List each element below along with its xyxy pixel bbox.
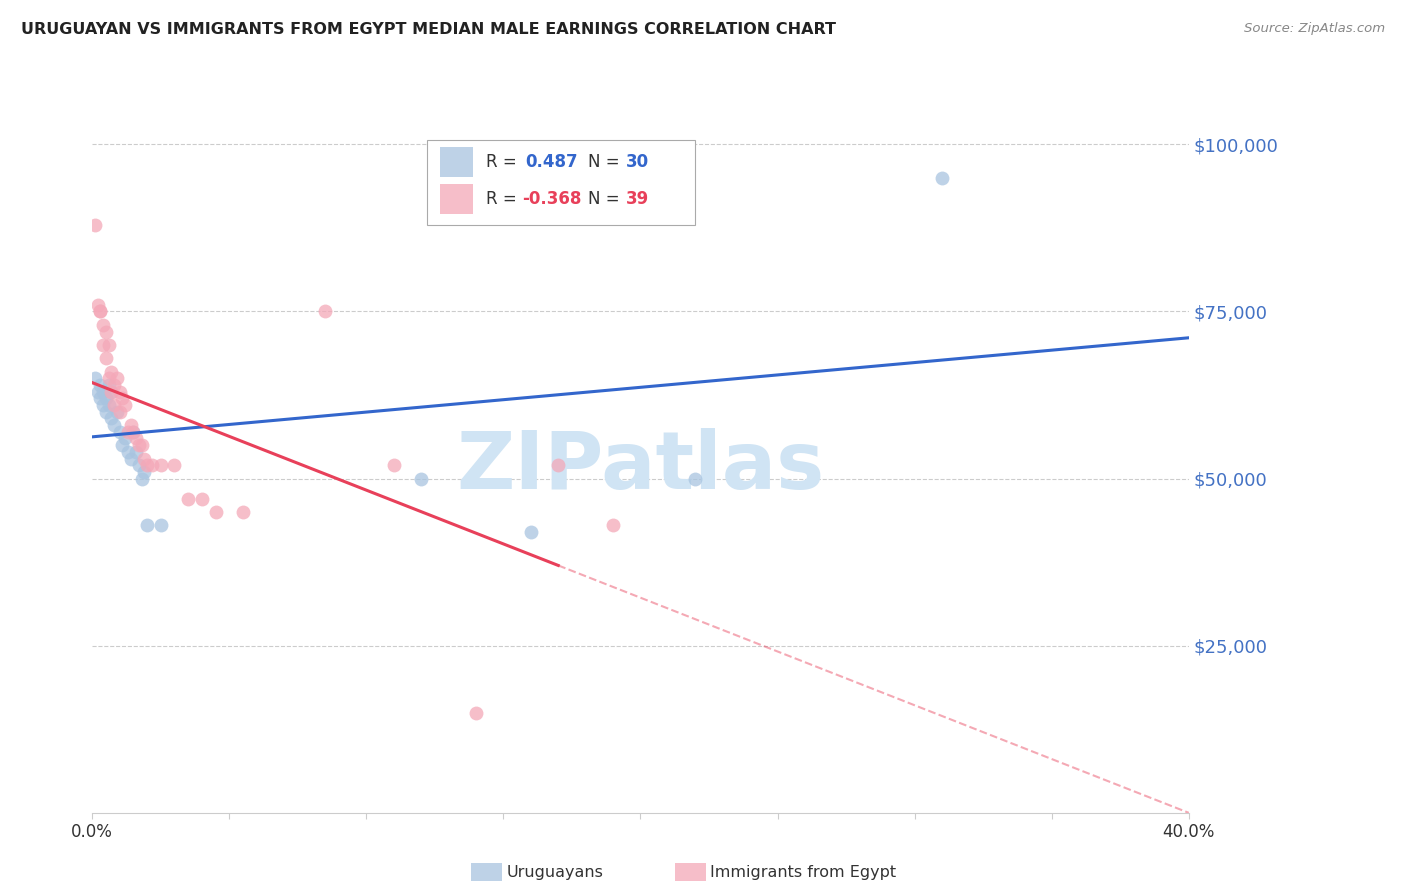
Point xyxy=(117,425,139,439)
Text: ZIPatlas: ZIPatlas xyxy=(457,428,824,507)
Text: N =: N = xyxy=(588,190,624,208)
Text: R =: R = xyxy=(486,153,522,171)
Point xyxy=(204,505,226,519)
Point xyxy=(120,418,142,433)
Point xyxy=(103,418,125,433)
Text: 30: 30 xyxy=(626,153,650,171)
Point xyxy=(131,438,153,452)
Point xyxy=(125,445,148,459)
Point xyxy=(105,371,128,385)
Point xyxy=(100,411,122,425)
Point xyxy=(134,465,156,479)
Point xyxy=(105,405,128,419)
Point xyxy=(685,472,707,486)
Point xyxy=(122,425,145,439)
Point xyxy=(931,170,953,185)
Point xyxy=(149,458,172,473)
Point xyxy=(91,318,114,332)
Point xyxy=(94,325,117,339)
Point xyxy=(602,518,624,533)
Point xyxy=(94,392,117,406)
Point xyxy=(97,378,120,392)
Text: R =: R = xyxy=(486,190,522,208)
Point xyxy=(94,405,117,419)
Text: N =: N = xyxy=(588,153,624,171)
Point xyxy=(465,706,488,720)
Point xyxy=(108,405,131,419)
Point xyxy=(120,451,142,466)
Point xyxy=(134,451,156,466)
Point xyxy=(91,338,114,352)
Point xyxy=(97,398,120,412)
Point xyxy=(84,218,107,232)
Point xyxy=(103,398,125,412)
Text: 39: 39 xyxy=(626,190,650,208)
Point xyxy=(108,425,131,439)
Point xyxy=(97,371,120,385)
Point xyxy=(232,505,254,519)
Point xyxy=(84,371,107,385)
Point xyxy=(89,304,111,318)
Point xyxy=(136,458,159,473)
Text: URUGUAYAN VS IMMIGRANTS FROM EGYPT MEDIAN MALE EARNINGS CORRELATION CHART: URUGUAYAN VS IMMIGRANTS FROM EGYPT MEDIA… xyxy=(21,22,837,37)
Point xyxy=(100,365,122,379)
Point xyxy=(108,384,131,399)
Point xyxy=(89,304,111,318)
Point xyxy=(100,384,122,399)
Point xyxy=(86,298,108,312)
Text: Source: ZipAtlas.com: Source: ZipAtlas.com xyxy=(1244,22,1385,36)
Text: Uruguayans: Uruguayans xyxy=(506,865,603,880)
Point xyxy=(97,338,120,352)
Point xyxy=(125,432,148,446)
Point xyxy=(141,458,163,473)
Point xyxy=(89,392,111,406)
Point xyxy=(114,398,136,412)
Point xyxy=(163,458,186,473)
Point xyxy=(103,378,125,392)
Point xyxy=(86,384,108,399)
Point xyxy=(114,432,136,446)
FancyBboxPatch shape xyxy=(426,140,696,225)
Point xyxy=(122,425,145,439)
Point xyxy=(314,304,336,318)
Point xyxy=(131,472,153,486)
Point xyxy=(136,518,159,533)
Point xyxy=(111,438,134,452)
Point xyxy=(94,351,117,366)
Point xyxy=(547,458,569,473)
Point xyxy=(382,458,405,473)
Point xyxy=(520,525,543,540)
Text: Immigrants from Egypt: Immigrants from Egypt xyxy=(710,865,896,880)
FancyBboxPatch shape xyxy=(440,184,472,213)
Point xyxy=(91,384,114,399)
Point xyxy=(128,458,150,473)
Point xyxy=(128,438,150,452)
Point xyxy=(91,398,114,412)
FancyBboxPatch shape xyxy=(440,147,472,177)
Point xyxy=(177,491,200,506)
Text: 0.487: 0.487 xyxy=(526,153,578,171)
Point xyxy=(100,384,122,399)
Point xyxy=(149,518,172,533)
Point xyxy=(191,491,214,506)
Point xyxy=(117,445,139,459)
Point xyxy=(111,392,134,406)
Point xyxy=(411,472,433,486)
Text: -0.368: -0.368 xyxy=(522,190,582,208)
Point xyxy=(89,378,111,392)
